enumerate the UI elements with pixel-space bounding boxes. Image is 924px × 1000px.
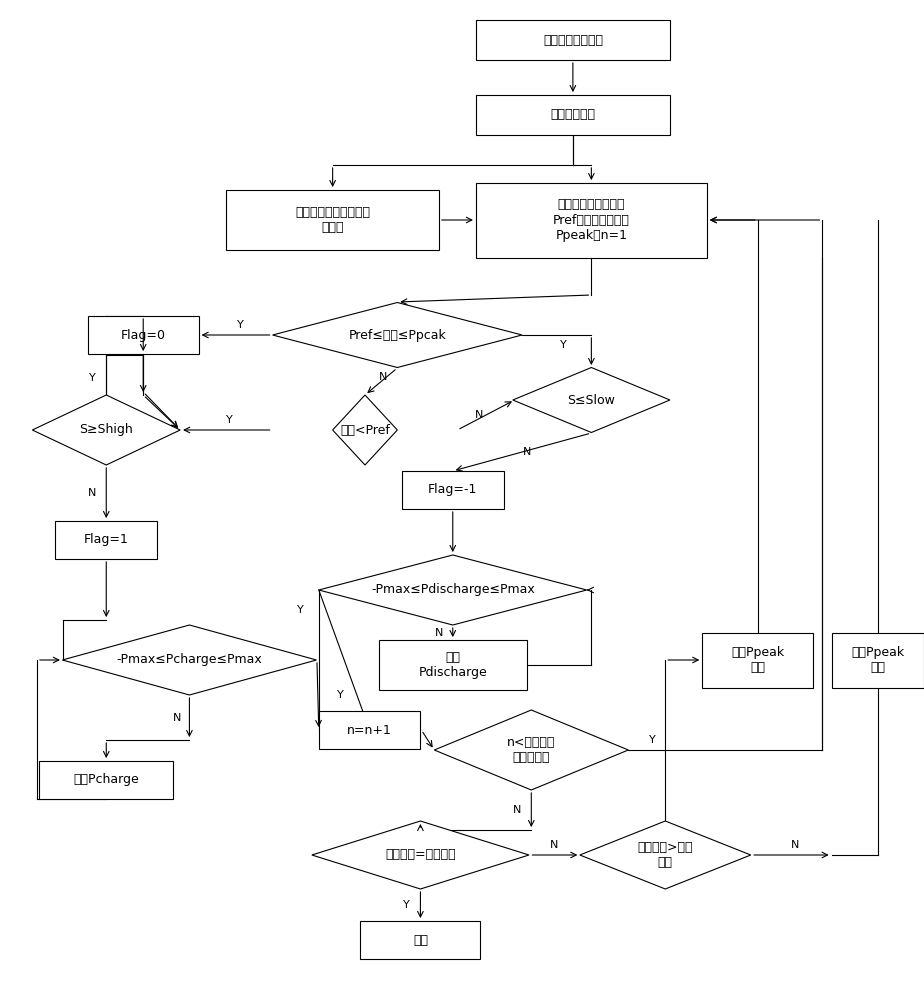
Text: n<所载入负
荷数据条数: n<所载入负 荷数据条数 xyxy=(507,736,555,764)
Text: 充电电量=放电电量: 充电电量=放电电量 xyxy=(385,848,456,861)
Bar xyxy=(360,921,480,959)
Polygon shape xyxy=(312,821,529,889)
Polygon shape xyxy=(62,625,316,695)
Text: -Pmax≤Pcharge≤Pmax: -Pmax≤Pcharge≤Pmax xyxy=(116,654,262,666)
Text: N: N xyxy=(379,372,388,382)
Text: 增大Ppeak
的值: 增大Ppeak 的值 xyxy=(731,646,784,674)
Text: N: N xyxy=(522,447,531,457)
Bar xyxy=(319,711,420,749)
Text: 导入负荷历史数据: 导入负荷历史数据 xyxy=(543,33,602,46)
Text: 修正Pcharge: 修正Pcharge xyxy=(73,774,140,786)
Bar xyxy=(476,182,707,257)
Bar xyxy=(40,761,174,799)
Text: Y: Y xyxy=(560,340,567,350)
Text: N: N xyxy=(88,488,97,498)
Bar xyxy=(832,633,924,688)
Text: N: N xyxy=(434,628,444,638)
Text: 充电电量>放电
电量: 充电电量>放电 电量 xyxy=(638,841,693,869)
Polygon shape xyxy=(32,395,180,465)
Text: Y: Y xyxy=(649,735,656,745)
Text: 设定合成出力低谷值
Pref、合成出力峰值
Ppeak；n=1: 设定合成出力低谷值 Pref、合成出力峰值 Ppeak；n=1 xyxy=(553,198,630,241)
Text: Pref≤负荷≤Ppcak: Pref≤负荷≤Ppcak xyxy=(348,328,446,342)
Bar xyxy=(476,20,670,60)
Text: N: N xyxy=(550,840,559,850)
Text: N: N xyxy=(474,410,483,420)
Bar xyxy=(476,95,670,135)
Bar xyxy=(702,633,813,688)
Text: N: N xyxy=(790,840,799,850)
Text: n=n+1: n=n+1 xyxy=(347,724,392,736)
Polygon shape xyxy=(333,395,397,465)
Text: Y: Y xyxy=(89,373,96,383)
Text: 负荷<Pref: 负荷<Pref xyxy=(340,424,390,436)
Text: 减小Ppeak
的值: 减小Ppeak 的值 xyxy=(851,646,905,674)
Text: Y: Y xyxy=(336,690,344,700)
Bar xyxy=(55,521,157,559)
Text: Y: Y xyxy=(237,320,244,330)
Text: -Pmax≤Pdischarge≤Pmax: -Pmax≤Pdischarge≤Pmax xyxy=(371,584,535,596)
Text: N: N xyxy=(513,805,522,815)
Text: Flag=-1: Flag=-1 xyxy=(428,484,478,496)
Text: Flag=0: Flag=0 xyxy=(121,328,165,342)
Bar xyxy=(402,471,504,509)
Polygon shape xyxy=(319,555,587,625)
Polygon shape xyxy=(434,710,628,790)
Polygon shape xyxy=(580,821,750,889)
Text: S≥Shigh: S≥Shigh xyxy=(79,424,133,436)
Polygon shape xyxy=(273,302,522,367)
Text: Y: Y xyxy=(297,605,304,615)
Polygon shape xyxy=(513,367,670,432)
Bar xyxy=(379,640,527,690)
Bar xyxy=(226,190,439,250)
Text: 结束: 结束 xyxy=(413,934,428,946)
Text: Y: Y xyxy=(225,415,233,425)
Text: 统计负荷预测数据峰值
和谷值: 统计负荷预测数据峰值 和谷值 xyxy=(295,206,371,234)
Bar xyxy=(88,316,199,354)
Text: S≤Slow: S≤Slow xyxy=(567,393,615,406)
Text: N: N xyxy=(173,713,182,723)
Text: 修正
Pdischarge: 修正 Pdischarge xyxy=(419,651,487,679)
Text: Y: Y xyxy=(403,900,410,910)
Text: Flag=1: Flag=1 xyxy=(84,534,128,546)
Text: 负荷数据预测: 负荷数据预测 xyxy=(551,108,595,121)
